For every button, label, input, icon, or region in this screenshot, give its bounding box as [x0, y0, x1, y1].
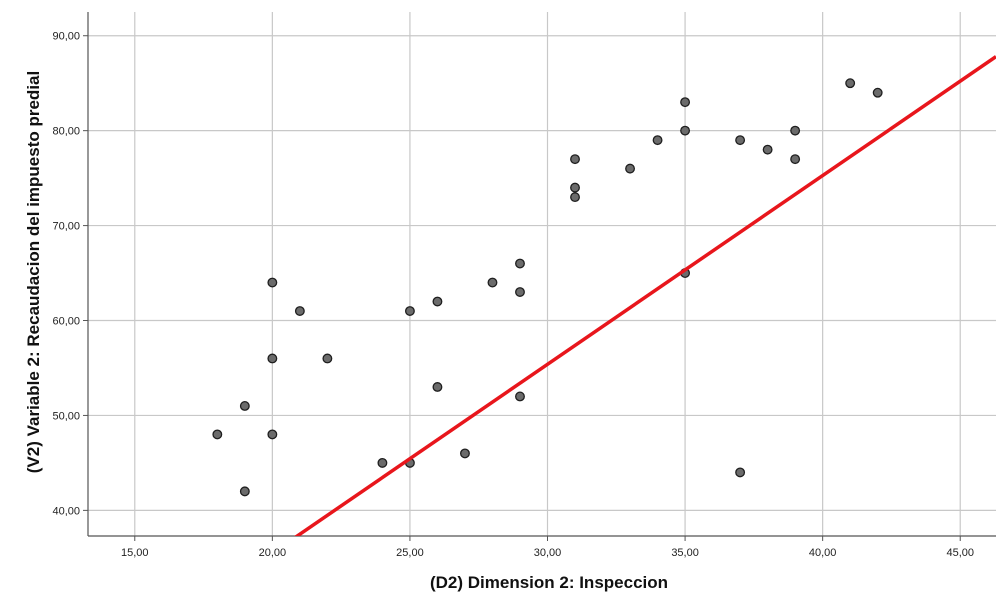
data-point — [570, 182, 580, 193]
data-point — [267, 277, 278, 288]
x-tick-label: 25,00 — [396, 547, 424, 559]
fit-line — [294, 55, 996, 536]
fit-line-group — [294, 55, 996, 536]
y-tick-label: 70,00 — [52, 221, 80, 233]
data-point — [790, 154, 801, 165]
data-point — [790, 125, 801, 136]
data-point — [267, 429, 278, 440]
data-point — [377, 457, 388, 468]
y-tick-labels: 40,00 50,00 60,00 70,00 80,00 90,00 — [52, 31, 88, 517]
data-point — [652, 135, 663, 146]
data-point — [762, 144, 773, 155]
data-point — [487, 277, 498, 288]
data-point — [570, 192, 580, 203]
data-point — [404, 306, 415, 316]
data-point — [680, 97, 691, 108]
y-tick-label: 40,00 — [52, 505, 80, 517]
data-point — [872, 87, 883, 98]
x-tick-label: 15,00 — [121, 547, 149, 559]
data-point — [515, 391, 525, 402]
x-tick-label: 20,00 — [259, 547, 287, 559]
data-point — [239, 486, 250, 497]
x-tick-label: 35,00 — [671, 547, 699, 559]
data-points — [212, 78, 883, 497]
x-tick-label: 45,00 — [946, 547, 974, 559]
data-point — [460, 448, 470, 459]
x-tick-label: 30,00 — [534, 547, 562, 559]
data-point — [432, 296, 443, 307]
data-point — [735, 467, 746, 478]
data-point — [515, 258, 525, 269]
data-point — [322, 353, 333, 364]
data-point — [212, 429, 223, 440]
data-point — [845, 78, 856, 89]
data-point — [680, 125, 691, 136]
data-point — [625, 163, 635, 174]
x-axis-title: (D2) Dimension 2: Inspeccion — [430, 573, 668, 592]
y-tick-label: 80,00 — [52, 126, 80, 138]
data-point — [294, 306, 305, 316]
axes — [87, 12, 996, 537]
y-tick-label: 60,00 — [52, 316, 80, 328]
grid-lines — [88, 12, 996, 536]
data-point — [432, 382, 443, 392]
y-axis-title: (V2) Variable 2: Recaudacion del impuest… — [24, 71, 43, 473]
data-point — [267, 353, 278, 364]
data-point — [570, 154, 580, 165]
data-point — [515, 287, 525, 297]
y-tick-label: 50,00 — [52, 410, 80, 422]
y-tick-label: 90,00 — [52, 31, 80, 43]
x-tick-labels: 15,00 20,00 25,00 30,00 35,00 40,00 45,00 — [121, 536, 974, 559]
x-tick-label: 40,00 — [809, 547, 837, 559]
data-point — [239, 400, 250, 411]
data-point — [735, 135, 746, 146]
